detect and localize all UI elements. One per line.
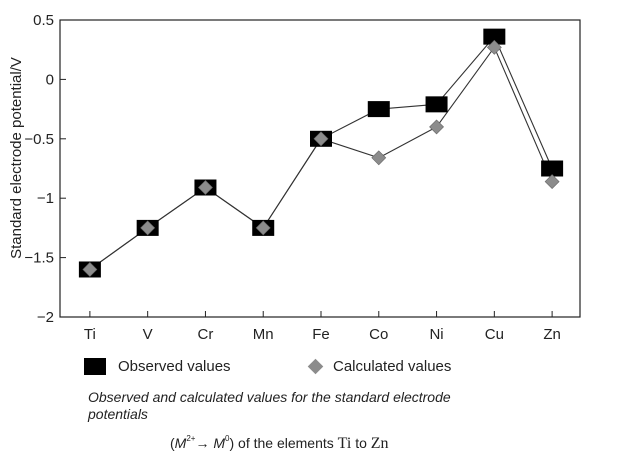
calculated-point-v [140,220,156,236]
observed-point-co [367,101,390,118]
caption-m0: M [213,435,226,451]
series-line-calculated [89,46,553,270]
observed-point-zn [541,160,564,177]
legend-observed: Observed values [84,358,231,375]
caption-m2-sup: 2+ [186,434,196,443]
caption-m2: M [174,435,187,451]
calculated-point-zn [544,174,560,189]
x-tick-label: Cu [485,326,504,343]
caption-ti: Ti [337,435,352,452]
chart: 0.5 0 −0.5 −1 −1.5 −2 Ti V Cr Mn Fe Co Ni Cu Zn Stand… [8,12,581,343]
caption-line-2: (M2+→ M0) of the elements Ti to Zn [170,434,389,453]
series-line-observed [89,35,553,270]
caption-line-1: Observed and calculated values for the s… [88,389,451,422]
observed-point-cu [483,28,506,45]
calculated-point-fe [313,131,329,147]
x-tick-label: Cr [198,326,214,343]
x-tick-label: Ti [84,326,96,343]
y-tick-label: 0.5 [33,12,54,29]
observed-point-ni [425,96,448,113]
x-tick-label: Ni [429,326,443,343]
caption-arrow: → [195,435,210,451]
x-tick-label: Fe [312,326,330,343]
y-tick-label: −1 [37,190,54,207]
y-tick-label: −1.5 [24,250,54,267]
calculated-point-mn [255,220,271,236]
legend-square-icon [84,358,106,375]
x-tick-label: Mn [253,326,274,343]
y-tick-label: 0 [46,71,54,88]
calculated-point-cr [198,180,213,195]
calculated-point-co [371,150,387,166]
calculated-point-ti [82,262,98,277]
caption-zn: Zn [370,435,389,452]
legend: Observed values Calculated values [84,358,544,382]
caption-m0-sup: 0 [225,434,230,443]
x-tick-label: V [143,326,153,343]
caption-open-paren: ( [170,435,175,451]
x-tick-label: Zn [543,326,561,343]
plot-frame [59,19,581,318]
caption-to: to [351,435,371,451]
calculated-point-cu [486,39,502,55]
legend-calculated: Calculated values [306,358,451,375]
legend-diamond-icon [307,358,324,375]
caption-rest: ) of the elements [229,435,338,451]
legend-observed-label: Observed values [118,358,231,375]
x-tick-label: Co [369,326,388,343]
y-tick-label: −2 [37,309,54,326]
y-axis-title: Standard electrode potential/V [8,57,25,259]
calculated-point-ni [429,119,444,135]
y-tick-label: −0.5 [24,131,54,148]
legend-calculated-label: Calculated values [333,358,452,375]
